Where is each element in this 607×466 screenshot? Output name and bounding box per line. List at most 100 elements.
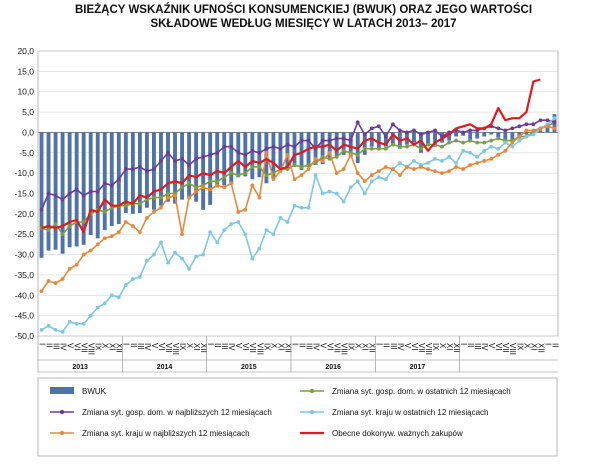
series-point	[53, 193, 58, 198]
month-label: X	[354, 343, 363, 349]
series-point	[419, 132, 423, 137]
series-point	[187, 181, 191, 186]
series-point	[489, 138, 494, 143]
series-point	[369, 126, 374, 131]
series-point	[102, 236, 107, 241]
chart-title: BIEŻĄCY WSKAŹNIK UFNOŚCI KONSUMENCKIEJ (…	[0, 3, 607, 31]
bwuk-bar	[109, 132, 114, 227]
series-point	[376, 124, 381, 129]
series-point	[130, 224, 135, 228]
series-point	[159, 205, 163, 210]
bwuk-bar	[433, 132, 437, 147]
series-point	[517, 138, 522, 143]
y-tick-label: 10,0	[17, 87, 34, 97]
series-point	[53, 327, 58, 332]
series-point	[552, 126, 557, 131]
series-point	[130, 167, 135, 171]
bwuk-bar	[236, 132, 241, 178]
series-point	[173, 159, 177, 163]
series-point	[229, 144, 234, 149]
bwuk-bar	[447, 132, 452, 141]
bwuk-bar	[348, 132, 353, 157]
series-point	[145, 197, 149, 202]
month-label: IX	[178, 343, 187, 351]
series-point	[426, 130, 430, 135]
bwuk-bar	[81, 132, 86, 245]
month-label: IX	[347, 343, 356, 351]
series-point	[137, 230, 142, 235]
month-label: X	[185, 343, 194, 349]
series-point	[67, 224, 72, 228]
series-point	[355, 179, 360, 184]
series-point	[306, 163, 311, 167]
series-point	[461, 148, 466, 153]
series-point	[440, 159, 444, 163]
bwuk-bar	[383, 132, 388, 147]
month-label: II	[466, 343, 475, 347]
series-point	[397, 144, 402, 149]
series-point	[292, 144, 297, 149]
bwuk-bar	[299, 132, 304, 170]
month-label: X	[101, 343, 110, 349]
series-point	[461, 130, 466, 135]
series-point	[341, 148, 346, 153]
legend-marker	[309, 388, 315, 394]
series-point	[194, 189, 199, 194]
series-point	[482, 159, 487, 163]
month-label: VI	[157, 343, 166, 351]
series-point	[334, 171, 339, 176]
series-point	[53, 222, 58, 226]
series-point	[524, 128, 529, 133]
bwuk-bar	[419, 132, 423, 153]
series-point	[88, 313, 93, 318]
bwuk-bar	[475, 132, 480, 139]
series-point	[292, 163, 297, 167]
legend-swatch	[50, 387, 74, 394]
series-point	[475, 161, 480, 165]
month-label: XI	[445, 343, 454, 351]
series-point	[285, 220, 290, 224]
bwuk-bar	[201, 132, 206, 210]
series-point	[348, 138, 353, 143]
month-label: VIII	[171, 343, 180, 355]
month-label: VII	[501, 343, 510, 353]
series-point	[348, 152, 353, 157]
series-point	[313, 156, 318, 161]
bwuk-bar	[194, 132, 199, 202]
series-point	[74, 262, 79, 267]
series-point	[180, 156, 184, 161]
series-point	[390, 122, 395, 127]
legend: BWUK Zmiana syt. gosp. dom. w ostatnich 1…	[50, 387, 511, 438]
series-point	[95, 305, 100, 310]
series-point	[369, 146, 374, 151]
series-point	[123, 167, 128, 171]
series-point	[222, 144, 227, 149]
series-point	[39, 207, 44, 212]
series-point	[503, 128, 508, 133]
series-point	[433, 128, 437, 133]
series-point	[187, 195, 191, 200]
bwuk-bar	[489, 132, 494, 135]
legend-label: Zmiana syt. gosp. dom. w najbliższych 12…	[82, 408, 272, 417]
series-point	[116, 177, 121, 182]
y-tick-label: -30,0	[15, 250, 35, 260]
series-point	[222, 185, 227, 190]
series-point	[46, 228, 51, 233]
x-axis: IIIIIIIVVVIVIIVIIIIXXXIXIIIIIIIIIVVVIVII…	[37, 336, 559, 373]
legend-box	[37, 377, 558, 457]
series-point	[383, 146, 388, 151]
month-label: IX	[262, 343, 271, 351]
series-point	[46, 191, 51, 196]
series-point	[67, 266, 72, 271]
series-point	[412, 128, 416, 133]
series-point	[482, 148, 487, 153]
series-point	[250, 165, 255, 169]
year-label: 2016	[325, 364, 341, 371]
series-point	[299, 173, 304, 178]
series-point	[285, 152, 290, 157]
bwuk-bar	[137, 132, 142, 214]
bwuk-bar	[503, 132, 508, 143]
series-point	[278, 169, 283, 174]
series-point	[264, 150, 269, 155]
series-point	[208, 187, 213, 192]
